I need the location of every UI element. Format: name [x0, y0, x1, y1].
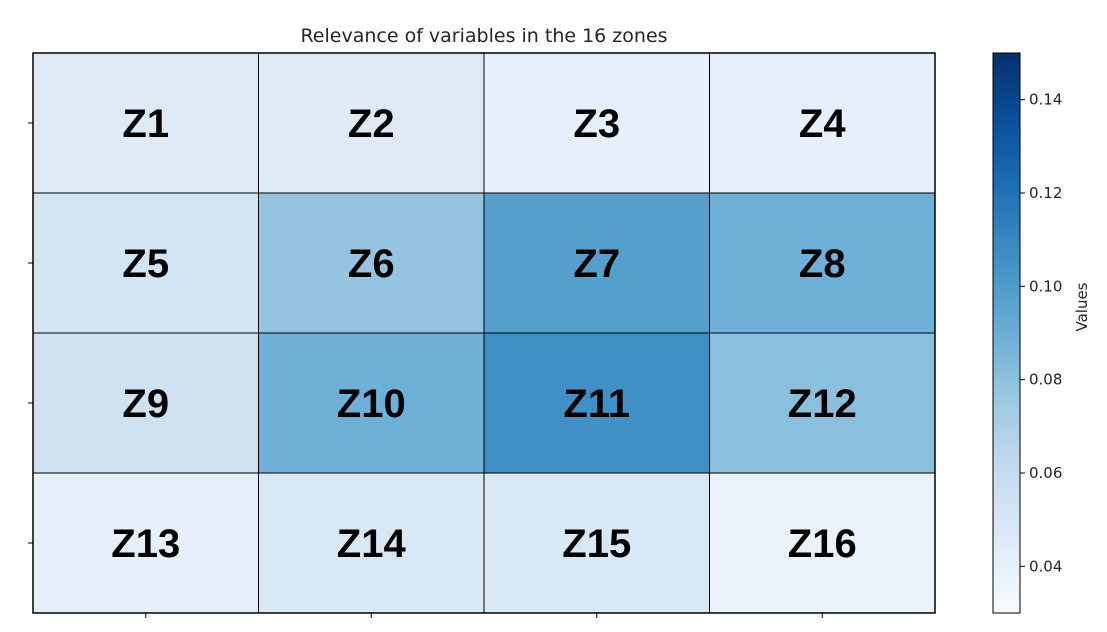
zone-label: Z7: [573, 242, 620, 286]
heatmap-cell: Z7: [483, 192, 710, 334]
heatmap-cell-rect: [258, 192, 485, 334]
colorbar-tick-label: 0.14: [1029, 91, 1062, 109]
colorbar-tick-label: 0.08: [1029, 371, 1062, 389]
heatmap-cell-rect: [483, 472, 710, 614]
heatmap-cell-rect: [32, 192, 259, 334]
colorbar: 0.04 0.06 0.08 0.10 0.12 0.14 Values: [992, 52, 1091, 614]
heatmap-cell-rect: [258, 332, 485, 474]
heatmap-cell-rect: [709, 472, 936, 614]
zone-label: Z12: [788, 382, 857, 426]
zone-label: Z1: [122, 102, 169, 146]
heatmap-cell: Z12: [709, 332, 936, 474]
heatmap-cell: Z10: [258, 332, 485, 474]
heatmap-cell-rect: [258, 472, 485, 614]
heatmap-cell-rect: [709, 332, 936, 474]
zone-label: Z10: [337, 382, 406, 426]
heatmap-cell: Z13: [32, 472, 259, 614]
heatmap-cell-rect: [258, 52, 485, 194]
axis-ticks: [28, 122, 823, 618]
heatmap-cell: Z2: [258, 52, 485, 194]
zone-label: Z14: [337, 522, 407, 566]
zone-label: Z16: [788, 522, 857, 566]
plot-frame: [32, 52, 936, 614]
heatmap-cell-rect: [32, 472, 259, 614]
colorbar-label: Values: [1073, 282, 1091, 331]
colorbar-tick-label: 0.10: [1029, 277, 1062, 295]
heatmap-cell: Z9: [32, 332, 259, 474]
zone-label: Z11: [563, 382, 630, 426]
zone-label: Z15: [562, 522, 631, 566]
heatmap-cell: Z15: [483, 472, 710, 614]
heatmap-grid: Z1 Z2 Z3 Z4 Z5 Z6 Z7 Z8 Z9 Z10 Z11 Z12 Z13 Z14 Z15 Z16: [32, 52, 936, 614]
heatmap-cell: Z8: [709, 192, 936, 334]
heatmap-cell: Z1: [32, 52, 259, 194]
heatmap-cell-rect: [32, 52, 259, 194]
zone-label: Z3: [573, 102, 620, 146]
heatmap-cell: Z5: [32, 192, 259, 334]
zone-label: Z9: [122, 382, 169, 426]
heatmap-cell: Z3: [483, 52, 710, 194]
colorbar-ticks: 0.04 0.06 0.08 0.10 0.12 0.14: [1020, 91, 1062, 575]
zone-label: Z2: [348, 102, 395, 146]
heatmap-cell: Z16: [709, 472, 936, 614]
zone-label: Z4: [799, 102, 846, 146]
colorbar-tick-label: 0.12: [1029, 184, 1062, 202]
heatmap-cell: Z14: [258, 472, 485, 614]
zone-label: Z8: [799, 242, 846, 286]
heatmap-cell-rect: [709, 192, 936, 334]
heatmap-cell: Z4: [709, 52, 936, 194]
heatmap-cell: Z11: [483, 332, 710, 474]
chart-title: Relevance of variables in the 16 zones: [300, 25, 667, 47]
colorbar-tick-label: 0.06: [1029, 464, 1062, 482]
zone-label: Z5: [122, 242, 169, 286]
colorbar-tick-label: 0.04: [1029, 557, 1062, 575]
zone-label: Z6: [348, 242, 395, 286]
zone-label: Z13: [111, 522, 180, 566]
heatmap-cell-rect: [483, 192, 710, 334]
colorbar-gradient: [992, 52, 1021, 614]
heatmap-cell-rect: [709, 52, 936, 194]
heatmap-cell: Z6: [258, 192, 485, 334]
